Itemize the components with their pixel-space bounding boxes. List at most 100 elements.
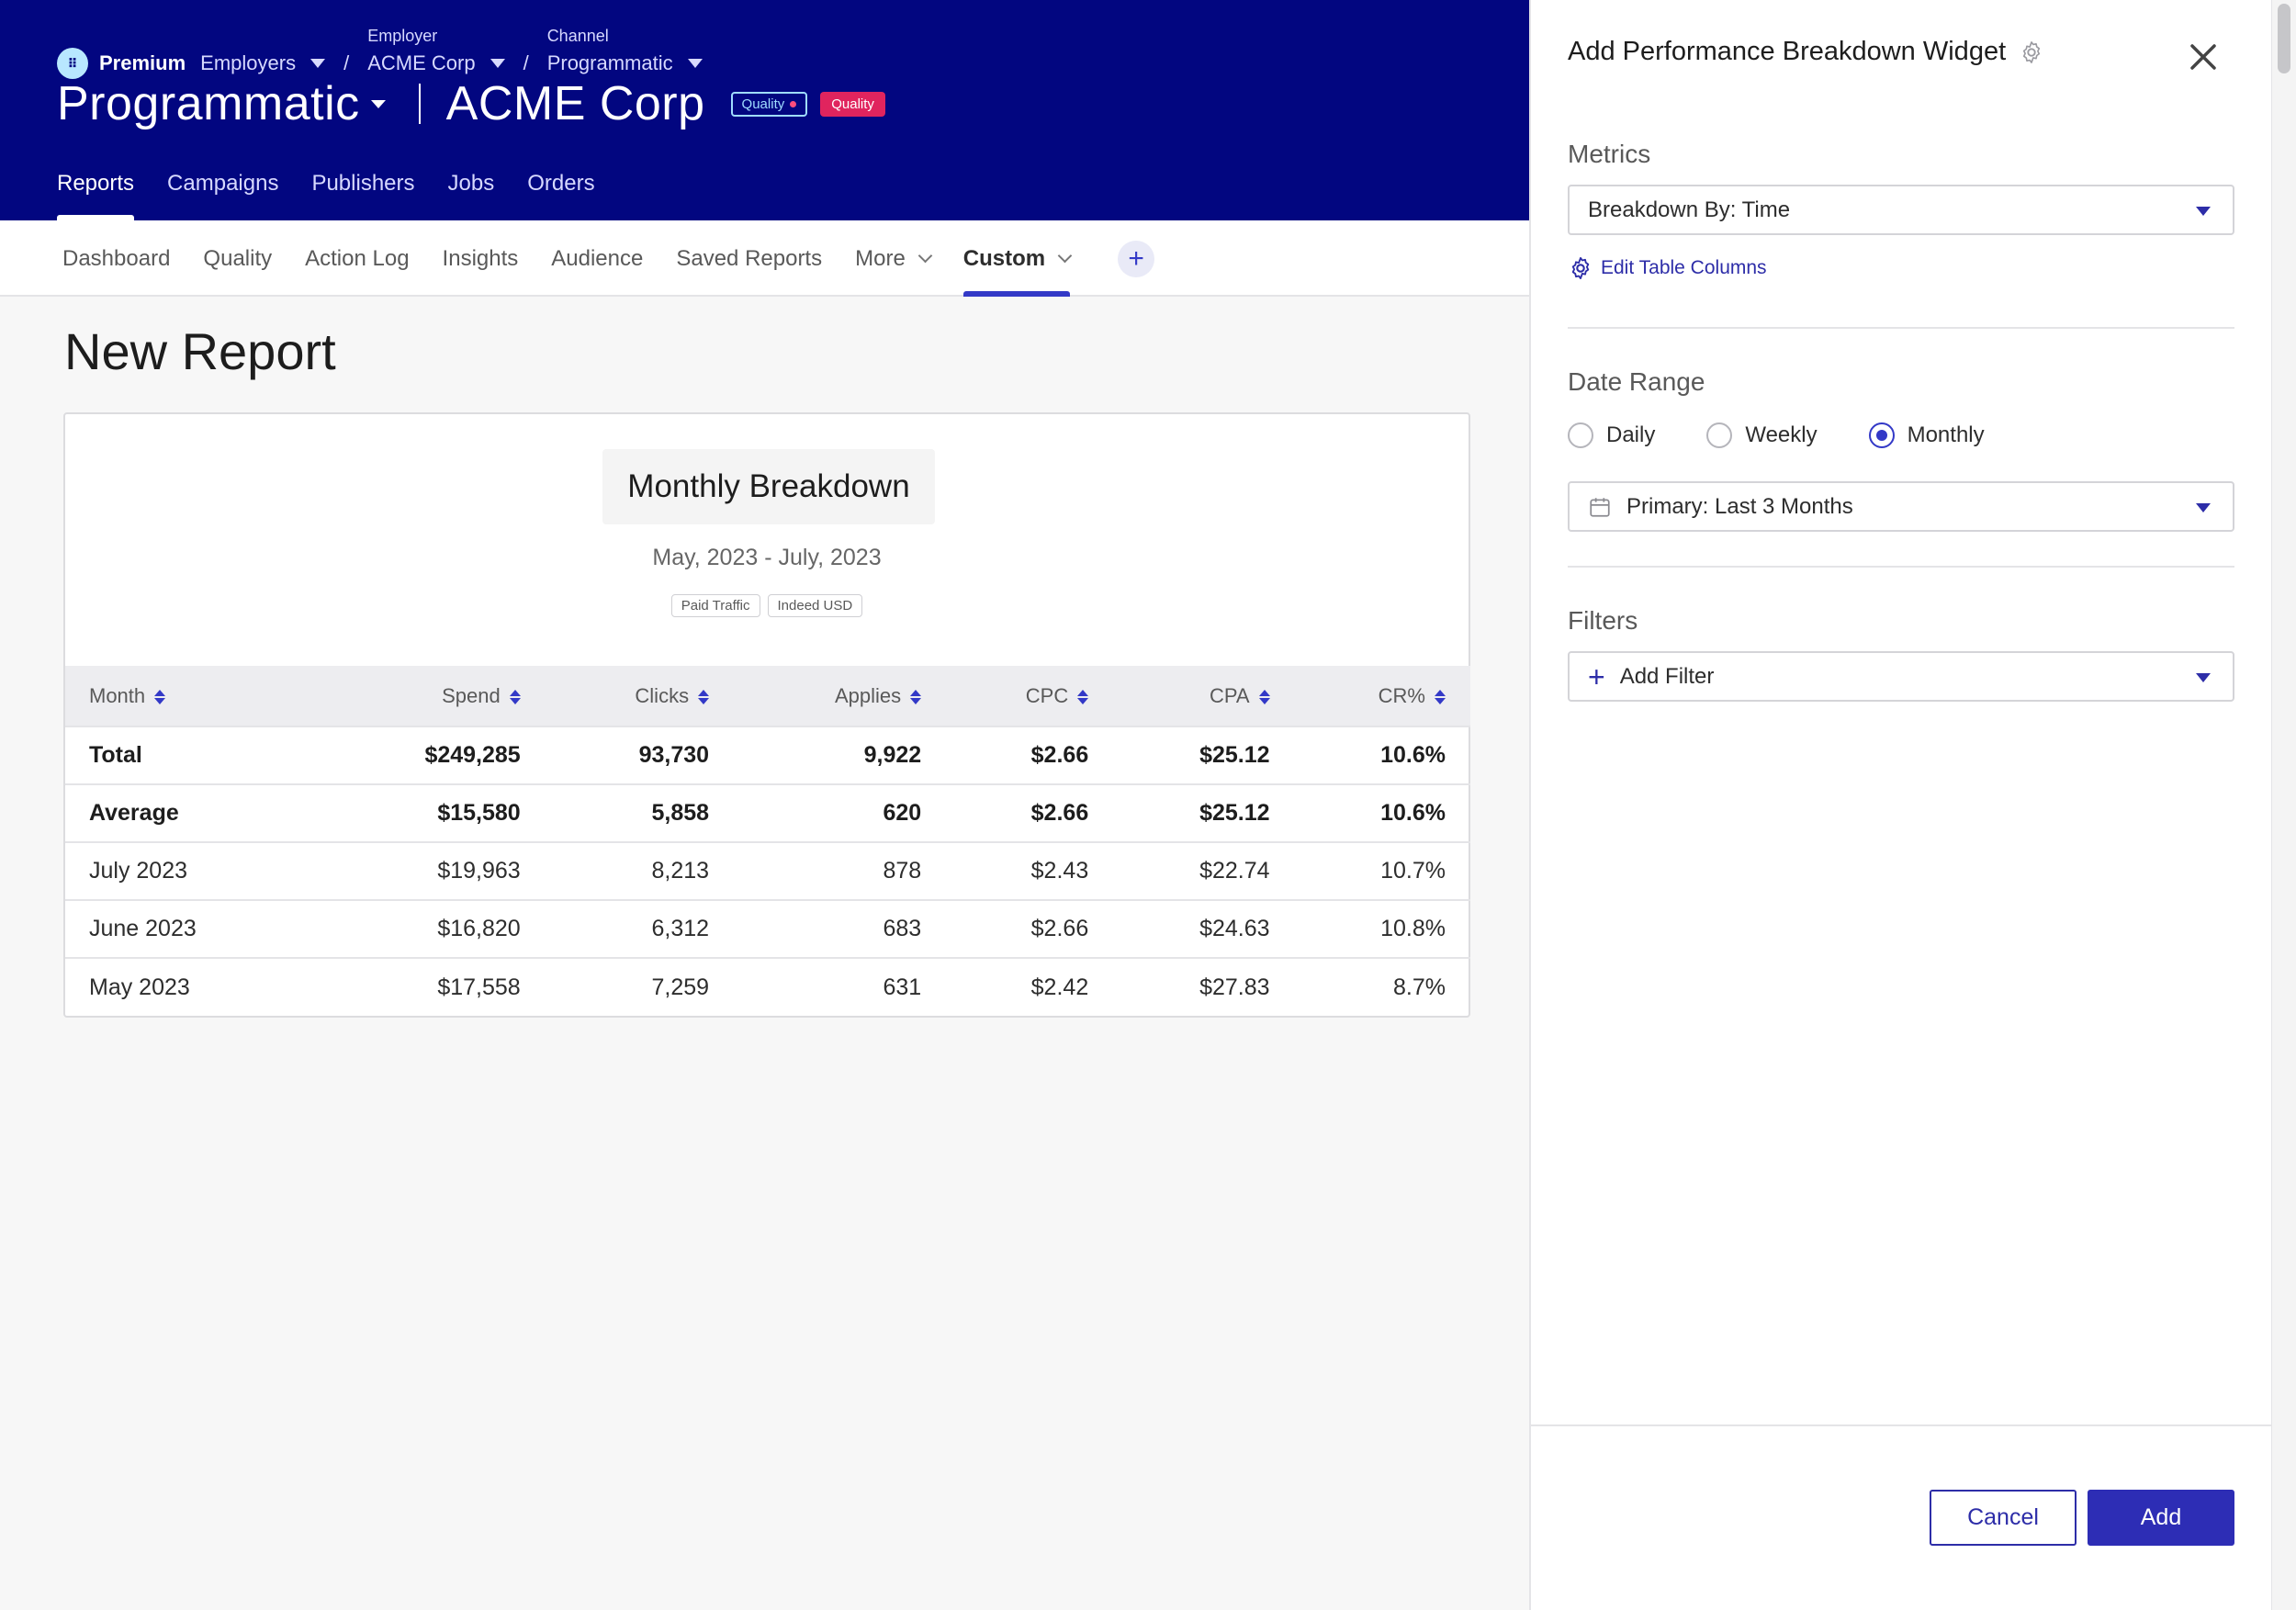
breadcrumb-sublabel: Employer bbox=[367, 27, 438, 45]
page-title: New Report bbox=[64, 322, 336, 380]
tab-quality[interactable]: Quality bbox=[203, 245, 273, 271]
column-label: Applies bbox=[835, 683, 902, 707]
panel-footer-divider bbox=[1531, 1424, 2271, 1426]
radio-label: Monthly bbox=[1907, 422, 1985, 447]
add-button[interactable]: Add bbox=[2088, 1490, 2234, 1546]
widget-title[interactable]: Monthly Breakdown bbox=[602, 449, 935, 524]
table-cell: $17,558 bbox=[315, 957, 546, 1016]
main-nav-reports[interactable]: Reports bbox=[57, 171, 135, 220]
tab-more[interactable]: More bbox=[855, 220, 933, 297]
channel-title[interactable]: Programmatic bbox=[57, 77, 360, 130]
column-header-applies[interactable]: Applies bbox=[734, 666, 947, 726]
table-cell: 683 bbox=[734, 899, 947, 958]
add-tab-button[interactable]: + bbox=[1118, 240, 1155, 277]
caret-down-icon[interactable] bbox=[370, 99, 386, 108]
widget-side-panel: Add Performance Breakdown Widget Metrics… bbox=[1529, 0, 2271, 1610]
table-row-average: Average $15,580 5,858 620 $2.66 $25.12 1… bbox=[65, 783, 1470, 842]
table-cell: July 2023 bbox=[65, 841, 316, 900]
radio-daily[interactable]: Daily bbox=[1568, 422, 1655, 448]
column-header-spend[interactable]: Spend bbox=[315, 666, 546, 726]
select-value: Breakdown By: Time bbox=[1588, 197, 1791, 222]
indeed-logo-icon: ⠿ bbox=[57, 48, 88, 79]
sub-nav: Dashboard Quality Action Log Insights Au… bbox=[0, 220, 1529, 297]
radio-monthly[interactable]: Monthly bbox=[1868, 422, 1985, 448]
quality-badge-outline: Quality bbox=[730, 91, 808, 117]
table-cell: June 2023 bbox=[65, 899, 316, 958]
sort-icon bbox=[1435, 689, 1446, 704]
date-range-label: Date Range bbox=[1568, 367, 1705, 396]
table-cell: $27.83 bbox=[1113, 957, 1295, 1016]
close-icon[interactable] bbox=[2185, 39, 2222, 75]
table-row: July 2023 $19,963 8,213 878 $2.43 $22.74… bbox=[65, 841, 1470, 900]
gear-icon[interactable] bbox=[2019, 39, 2044, 65]
select-value: Primary: Last 3 Months bbox=[1626, 493, 1853, 519]
quality-badge: Quality bbox=[820, 91, 885, 117]
table-cell: 8,213 bbox=[545, 841, 735, 900]
cancel-button[interactable]: Cancel bbox=[1930, 1490, 2077, 1546]
date-granularity-radios: Daily Weekly Monthly bbox=[1568, 422, 1985, 448]
tab-audience[interactable]: Audience bbox=[551, 245, 644, 271]
table-cell: $2.66 bbox=[946, 726, 1114, 784]
tab-saved-reports[interactable]: Saved Reports bbox=[676, 245, 823, 271]
caret-down-icon bbox=[490, 59, 505, 68]
table-cell: 10.6% bbox=[1294, 726, 1470, 784]
table-cell: 878 bbox=[734, 841, 947, 900]
column-label: CR% bbox=[1378, 683, 1425, 707]
top-header: ⠿ Premium Employers / Employer ACME Corp… bbox=[0, 0, 1529, 220]
tab-label: Custom bbox=[962, 245, 1046, 271]
radio-weekly[interactable]: Weekly bbox=[1706, 422, 1818, 448]
chevron-down-icon bbox=[1057, 248, 1073, 264]
radio-label: Daily bbox=[1606, 422, 1656, 447]
radio-label: Weekly bbox=[1745, 422, 1818, 447]
column-header-cpc[interactable]: CPC bbox=[946, 666, 1114, 726]
tag-currency: Indeed USD bbox=[767, 594, 863, 617]
tab-insights[interactable]: Insights bbox=[442, 245, 519, 271]
column-label: CPC bbox=[1025, 683, 1069, 707]
column-label: Clicks bbox=[635, 683, 690, 707]
column-header-month[interactable]: Month bbox=[65, 666, 316, 726]
table-cell: 6,312 bbox=[545, 899, 735, 958]
table-cell: $25.12 bbox=[1113, 726, 1295, 784]
caret-down-icon bbox=[2196, 207, 2211, 216]
main-nav-publishers[interactable]: Publishers bbox=[311, 171, 415, 196]
sort-icon bbox=[910, 689, 922, 704]
breakdown-select[interactable]: Breakdown By: Time bbox=[1568, 185, 2234, 235]
scrollbar[interactable] bbox=[2271, 0, 2296, 1610]
table-row: June 2023 $16,820 6,312 683 $2.66 $24.63… bbox=[65, 899, 1470, 958]
breadcrumb: ⠿ Premium Employers / Employer ACME Corp… bbox=[57, 7, 721, 79]
tab-custom[interactable]: Custom bbox=[962, 220, 1073, 297]
tab-dashboard[interactable]: Dashboard bbox=[62, 245, 171, 271]
table-cell: 8.7% bbox=[1294, 957, 1470, 1016]
add-filter-select[interactable]: + Add Filter bbox=[1568, 651, 2234, 702]
breadcrumb-employer[interactable]: Employer ACME Corp bbox=[367, 27, 505, 77]
column-header-clicks[interactable]: Clicks bbox=[545, 666, 735, 726]
table-cell: May 2023 bbox=[65, 957, 316, 1016]
brand-label: Premium bbox=[99, 51, 186, 74]
widget-tags: Paid Traffic Indeed USD bbox=[65, 594, 1469, 617]
tab-action-log[interactable]: Action Log bbox=[305, 245, 410, 271]
breadcrumb-label: Employers bbox=[200, 51, 297, 74]
report-app: ⠿ Premium Employers / Employer ACME Corp… bbox=[0, 0, 1529, 1018]
column-label: Spend bbox=[442, 683, 501, 707]
column-label: Month bbox=[89, 683, 146, 707]
plus-icon: + bbox=[1128, 242, 1144, 274]
date-range-select[interactable]: Primary: Last 3 Months bbox=[1568, 481, 2234, 532]
radio-circle-icon bbox=[1706, 422, 1733, 448]
breadcrumb-separator: / bbox=[523, 51, 529, 74]
table-cell: $24.63 bbox=[1113, 899, 1295, 958]
table-cell: 5,858 bbox=[545, 783, 735, 842]
divider bbox=[1568, 327, 2234, 329]
table-cell: $15,580 bbox=[315, 783, 546, 842]
column-header-cpa[interactable]: CPA bbox=[1113, 666, 1295, 726]
main-nav-orders[interactable]: Orders bbox=[527, 171, 595, 196]
scrollbar-thumb[interactable] bbox=[2278, 4, 2290, 73]
edit-table-columns-link[interactable]: Edit Table Columns bbox=[1568, 255, 1767, 281]
table-cell: 10.7% bbox=[1294, 841, 1470, 900]
column-header-cr[interactable]: CR% bbox=[1294, 666, 1470, 726]
sort-icon bbox=[509, 689, 521, 704]
main-nav-jobs[interactable]: Jobs bbox=[447, 171, 495, 196]
breadcrumb-employers[interactable]: ⠿ Premium Employers bbox=[57, 48, 326, 79]
main-nav: Reports Campaigns Publishers Jobs Orders bbox=[57, 171, 595, 220]
main-nav-campaigns[interactable]: Campaigns bbox=[167, 171, 279, 196]
breadcrumb-channel[interactable]: Channel Programmatic bbox=[547, 27, 703, 77]
